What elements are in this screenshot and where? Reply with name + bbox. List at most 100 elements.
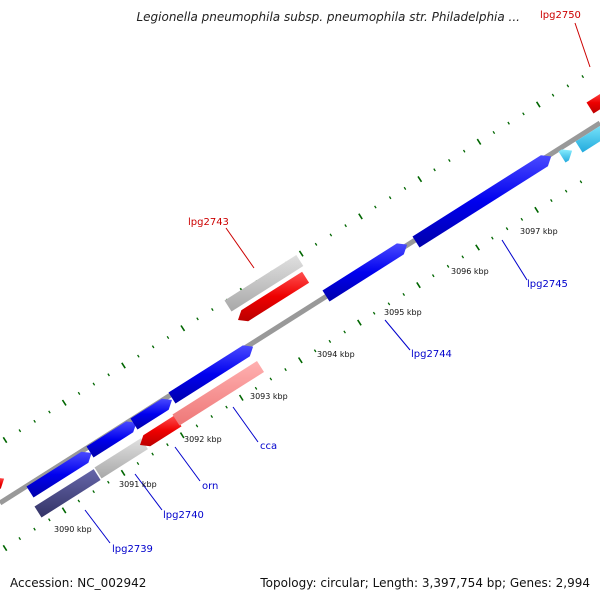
ruler-tick [403,186,407,190]
gene-lpg2743-gray[interactable] [224,255,304,312]
ruler-tick [137,354,140,358]
gene-forward-4[interactable] [168,345,254,404]
ruler-tick [92,382,96,386]
gene-label-lpg2739[interactable]: lpg2739 [112,544,153,555]
gene-forward-3[interactable] [130,398,173,430]
ruler-tick [195,424,199,428]
tick-label-3092: 3092 kbp [184,435,222,444]
ruler-tick [180,325,186,332]
ruler-tick [448,158,451,162]
ruler-tick [551,93,555,97]
ruler-tick [18,537,22,541]
inner-ruler-ticks [2,180,583,552]
ruler-tick [579,180,583,184]
ruler-tick [77,391,81,395]
ruler-tick [402,292,406,296]
gene-forward-lpg2744[interactable] [322,243,408,302]
ruler-tick [77,499,81,503]
gene-reverse-orn[interactable] [140,415,182,447]
gene-label-lpg2740[interactable]: lpg2740 [163,510,204,521]
ruler-tick [210,415,214,419]
gene-label-lpg2744[interactable]: lpg2744 [411,349,452,360]
gene-label-lpg2750[interactable]: lpg2750 [540,10,581,21]
map-title: Legionella pneumophila subsp. pneumophil… [136,10,520,24]
gene-label-lpg2743[interactable]: lpg2743 [188,217,229,228]
gene-reverse-cca[interactable] [172,361,265,426]
gene-forward-5[interactable] [558,149,573,163]
ruler-tick [269,377,273,381]
gene-forward-1[interactable] [26,451,92,498]
ruler-tick [581,75,585,79]
gene-leader-lines [84,22,591,544]
ruler-tick [564,189,568,193]
ruler-tick [107,480,110,484]
tick-label-3097: 3097 kbp [520,227,558,236]
ruler-tick [520,217,524,221]
gene-reverse-edge[interactable] [0,477,5,490]
gene-features [0,92,600,518]
gene-forward-2[interactable] [86,421,137,458]
ruler-tick [357,319,362,326]
ruler-tick [431,274,435,278]
ruler-tick [461,255,465,259]
ruler-tick [166,443,169,447]
ruler-tick [136,461,140,466]
ruler-tick [313,349,317,353]
ruler-tick [211,308,214,312]
ruler-tick [107,373,110,377]
ruler-tick [48,410,51,414]
ruler-tick [535,101,541,108]
tick-label-3090: 3090 kbp [54,525,92,534]
gene-label-cca[interactable]: cca [260,441,277,452]
ruler-tick [417,175,423,183]
ruler-tick [505,227,509,231]
ruler-tick [166,335,170,340]
ruler-tick-labels: 3090 kbp 3091 kbp 3092 kbp 3093 kbp 3094… [54,227,558,534]
gene-reverse-lpg2743[interactable] [238,271,310,322]
ruler-tick [462,149,466,153]
ruler-tick [492,130,496,135]
ruler-tick [344,224,347,228]
gene-reverse-lpg2739[interactable] [34,469,101,518]
ruler-tick [151,452,154,456]
ruler-tick [61,399,67,406]
ruler-tick [2,436,8,444]
ruler-tick [33,527,36,531]
ruler-tick [238,394,244,401]
ruler-tick [491,236,494,240]
ruler-tick [475,244,480,251]
ruler-tick [550,199,553,203]
outer-ruler-ticks [2,75,585,444]
gene-label-lpg2745[interactable]: lpg2745 [527,279,568,290]
ruler-tick [18,429,22,433]
gene-reverse-lpg2750[interactable] [586,92,600,114]
ruler-tick [179,432,185,439]
ruler-tick [328,339,332,343]
gene-labels: lpg2739 lpg2740 orn cca lpg2744 lpg2745 … [112,10,581,555]
ruler-tick [225,405,228,409]
ruler-tick [534,206,539,214]
ruler-tick [298,250,304,257]
ruler-tick [61,507,67,514]
ruler-tick [507,121,510,125]
ruler-tick [522,112,525,116]
ruler-tick [284,368,287,372]
ruler-tick [358,213,363,220]
gene-forward-6[interactable] [575,120,600,153]
gene-reverse-lpg2740[interactable] [94,438,148,479]
ruler-tick [372,311,376,315]
gene-label-orn[interactable]: orn [202,481,218,492]
ruler-tick [329,233,333,237]
accession-text: Accession: NC_002942 [10,576,147,590]
ruler-tick [151,345,155,349]
ruler-tick [566,84,570,88]
tick-label-3094: 3094 kbp [317,350,355,359]
ruler-tick [33,419,36,423]
ruler-tick [388,196,392,200]
ruler-tick [297,357,303,364]
gene-forward-lpg2745[interactable] [412,155,552,248]
tick-label-3095: 3095 kbp [384,308,422,317]
ruler-tick [374,205,377,209]
ruler-tick [446,264,450,268]
